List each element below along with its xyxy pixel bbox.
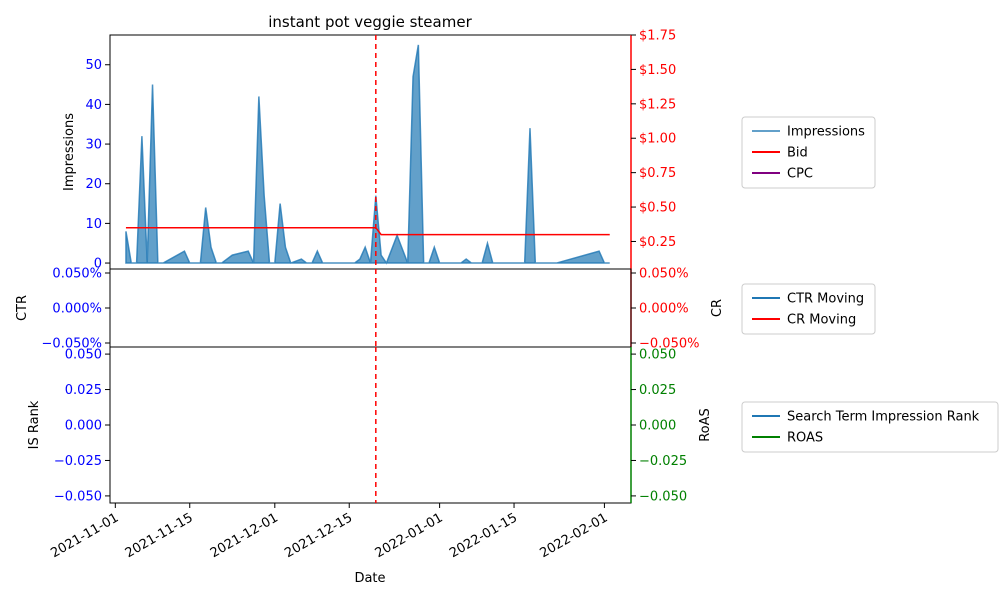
x-axis-label: Date [354, 571, 385, 586]
y-left-tick-label: 0 [94, 257, 102, 272]
y-right-tick-label: 0.050% [639, 267, 689, 282]
y-right-tick-label: $1.50 [639, 63, 676, 78]
y-right-tick-label: 0.025 [639, 383, 676, 398]
legend-label: Impressions [787, 125, 865, 140]
x-tick-label: 2022-01-01 [373, 510, 446, 561]
legend-label: ROAS [787, 431, 823, 446]
chart-title: instant pot veggie steamer [268, 13, 472, 31]
y-left-label: Impressions [62, 113, 77, 191]
y-right-tick-label: −0.050 [639, 489, 687, 504]
panel-impressions-bid: 0 10 20 30 40 50 $0.25 $0.50 $0.75 $1.00 $1.25 $1.5… [62, 29, 676, 347]
x-tick-label: 2021-12-01 [208, 510, 281, 561]
y-left-tick-label: −0.050% [42, 337, 102, 352]
x-tick-label: 2021-11-15 [123, 510, 196, 561]
y-right-tick-label: $1.75 [639, 29, 676, 44]
y-left-tick-label: 0.025 [65, 383, 102, 398]
legend-box [741, 401, 999, 453]
legend-label: CR Moving [787, 313, 856, 328]
y-left-tick-label: 0.050 [65, 348, 102, 363]
y-right-tick-label: $0.75 [639, 166, 676, 181]
y-right-tick-label: 0.000% [639, 302, 689, 317]
y-left-tick-label: −0.050 [54, 489, 102, 504]
y-right-tick-label: −0.025 [639, 454, 687, 469]
x-axis: 2021-11-01 2021-11-15 2021-12-01 2021-12-15… [48, 503, 610, 561]
panel-frame-bottom [109, 346, 632, 504]
y-right-tick-label: $0.25 [639, 235, 676, 250]
legends: Impressions Bid CPC CTR Moving CR Moving Sear… [741, 116, 999, 453]
legend-label: CPC [787, 167, 813, 182]
y-left-tick-label: 0.000 [65, 419, 102, 434]
y-left-tick-label: 0.000% [52, 302, 102, 317]
bid-line [125, 226, 610, 236]
x-tick-label: 2022-01-15 [447, 510, 520, 561]
y-left-tick-label: 20 [85, 177, 102, 192]
x-tick-label: 2021-11-01 [48, 510, 121, 561]
y-left-label: CTR [15, 295, 30, 321]
y-left-tick-label: 50 [85, 58, 102, 73]
y-left-tick-label: 10 [85, 217, 102, 232]
y-right-tick-label: 0.050 [639, 348, 676, 363]
legend-label: Search Term Impression Rank [787, 410, 980, 425]
y-right-label: CR [710, 299, 725, 317]
legend-label: Bid [787, 146, 808, 161]
legend-box [741, 116, 876, 189]
y-left-tick-label: 0.050% [52, 267, 102, 282]
y-left-tick-label: 40 [85, 98, 102, 113]
panel-frame-middle [109, 268, 632, 348]
x-tick-label: 2021-12-15 [282, 510, 355, 561]
legend-label: CTR Moving [787, 292, 864, 307]
y-right-tick-label: $1.00 [639, 132, 676, 147]
impressions-area [125, 44, 610, 265]
y-right-tick-label: −0.050% [639, 337, 699, 352]
y-left-label: IS Rank [27, 400, 42, 449]
panel-ctr-cr: 0.050% 0.000% −0.050% 0.050% 0.000% −0.050% CT… [15, 267, 725, 352]
y-left-tick-label: −0.025 [54, 454, 102, 469]
legend-box [741, 283, 876, 335]
x-tick-label: 2022-02-01 [537, 510, 610, 561]
panel-isrank-roas: 0.050 0.025 0.000 −0.025 −0.050 0.050 0.025 0.0… [27, 346, 713, 504]
y-right-label: RoAS [698, 408, 713, 442]
y-right-tick-label: $1.25 [639, 97, 676, 112]
y-left-tick-label: 30 [85, 138, 102, 153]
y-right-tick-label: 0.000 [639, 419, 676, 434]
y-right-tick-label: $0.50 [639, 201, 676, 216]
